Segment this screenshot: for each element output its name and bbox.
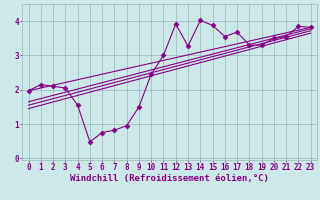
X-axis label: Windchill (Refroidissement éolien,°C): Windchill (Refroidissement éolien,°C)	[70, 174, 269, 183]
